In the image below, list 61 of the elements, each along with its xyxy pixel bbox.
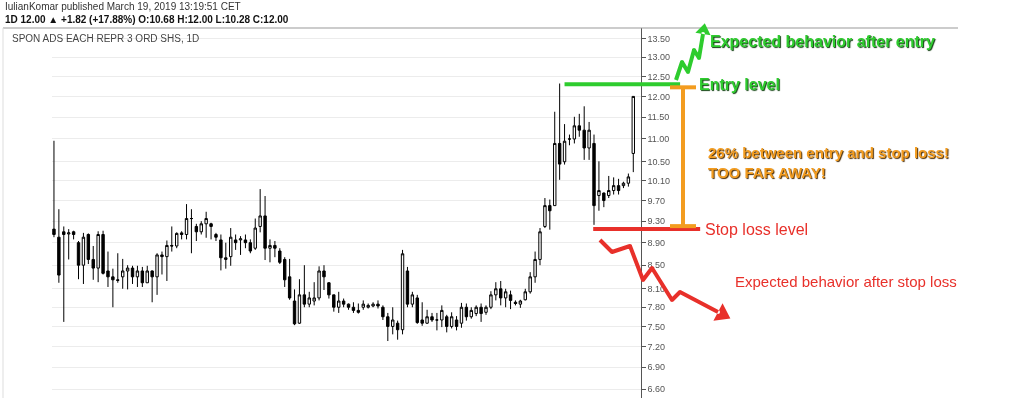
chart-title: SPON ADS EACH REPR 3 ORD SHS, 1D — [12, 32, 200, 44]
candlestick — [435, 312, 439, 331]
y-tick-label: 8.90 — [647, 237, 665, 248]
candlestick — [616, 178, 621, 196]
text: IulianKomar published March 19, 2019 13:19:51 CET — [5, 1, 241, 12]
y-tick-label: 13.50 — [647, 33, 670, 44]
y-tick-label: 13.00 — [647, 52, 670, 63]
candlestick — [57, 208, 61, 284]
candlestick — [229, 227, 233, 267]
y-tick-label: 7.20 — [647, 341, 665, 352]
text: Expected behavior after stop loss — [735, 273, 957, 290]
candlestick — [135, 265, 140, 288]
candlestick — [297, 278, 302, 325]
ref-line-label: Stop loss level — [705, 221, 809, 238]
candlestick — [356, 303, 361, 315]
y-tick-label: 9.30 — [647, 216, 665, 227]
candlestick — [513, 299, 518, 306]
y-tick-label: 6.60 — [647, 384, 665, 395]
candlestick — [611, 176, 616, 196]
candlestick — [120, 258, 125, 290]
y-tick-label: 11.00 — [647, 134, 670, 145]
candlestick — [238, 235, 243, 256]
y-tick-label: 7.50 — [647, 321, 665, 332]
ref-line-label: Entry level — [699, 76, 780, 93]
candlestick — [454, 315, 459, 331]
candlestick — [189, 208, 194, 254]
y-tick-label: 12.00 — [647, 91, 670, 102]
candlestick — [140, 266, 145, 288]
y-tick-label: 10.10 — [647, 175, 670, 186]
y-tick-label: 10.50 — [647, 156, 670, 167]
candlestick — [405, 266, 410, 308]
candlestick — [130, 265, 135, 285]
candlestick — [400, 249, 405, 335]
text: 1D 12.00 ▲ +1.82 (+17.88%) O:10.68 H:12.00 L:10.28 C:12.00 — [5, 14, 289, 25]
candlestick — [518, 299, 523, 309]
text: Expected behavior after entry — [710, 33, 936, 50]
candlestick — [464, 303, 469, 322]
candlestick — [287, 258, 292, 301]
candlestick — [76, 240, 81, 280]
candlestick — [351, 301, 356, 314]
candlestick — [81, 232, 86, 285]
y-tick-label: 7.80 — [647, 302, 665, 313]
candlestick — [459, 302, 464, 329]
text: 26% between entry and stop loss! TOO FAR AWAY! — [708, 144, 949, 181]
y-tick-label: 11.50 — [647, 112, 670, 123]
candlestick — [184, 203, 189, 240]
candlestick — [508, 290, 513, 310]
candlestick — [214, 232, 218, 242]
candlestick — [52, 140, 56, 238]
candlestick — [302, 264, 307, 308]
candlestick — [346, 303, 351, 311]
candlestick — [243, 234, 248, 249]
y-tick-label: 12.50 — [647, 71, 670, 82]
y-tick-label: 9.70 — [647, 195, 665, 206]
candlestick — [194, 223, 199, 242]
candlestick — [626, 173, 631, 188]
candlestick — [449, 311, 454, 329]
candlestick — [292, 288, 297, 326]
candlestick — [631, 95, 635, 173]
y-tick-label: 6.90 — [647, 362, 665, 373]
candlestick — [572, 116, 577, 144]
